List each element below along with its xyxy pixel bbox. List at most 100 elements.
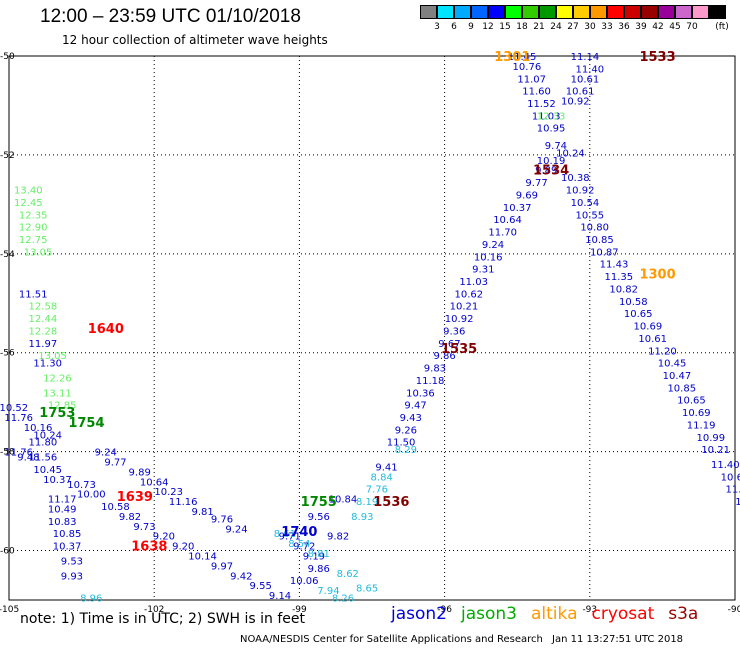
- wave-height-value: 8.61: [274, 529, 296, 540]
- lat-tick-label: -50: [0, 52, 15, 62]
- wave-height-value: 11.30: [33, 359, 62, 370]
- legend-swatch: [573, 5, 590, 19]
- legend-swatch: [437, 5, 454, 19]
- wave-height-value: 10.85: [585, 235, 614, 246]
- wave-height-value: 11.43: [600, 260, 629, 271]
- wave-height-value: 9.43: [400, 413, 422, 424]
- lon-tick-label: -93: [582, 605, 597, 615]
- wave-height-value: 9.86: [308, 564, 330, 575]
- wave-height-value: 13.40: [14, 186, 43, 197]
- wave-height-value: 11.40: [711, 460, 740, 471]
- wave-height-value: 10.95: [537, 124, 566, 135]
- legend-tick-label: 6: [451, 22, 457, 32]
- wave-height-value: 9.71: [279, 532, 301, 543]
- wave-height-value: 11.03: [459, 277, 488, 288]
- wave-height-value: 10.19: [537, 156, 566, 167]
- pass-time-label: 1536: [373, 495, 409, 510]
- wave-height-value: 9.67: [438, 339, 460, 350]
- wave-height-value: 9.89: [535, 166, 557, 177]
- wave-height-value: 10.38: [561, 173, 590, 184]
- legend-swatch: [556, 5, 573, 19]
- wave-height-value: 10.24: [33, 430, 62, 441]
- pass-time-label: 1753: [39, 406, 75, 421]
- wave-height-value: 12.90: [19, 223, 48, 234]
- wave-height-value: 10.69: [682, 408, 711, 419]
- legend-tick-label: 30: [584, 22, 596, 32]
- wave-height-value: 10.37: [43, 475, 72, 486]
- wave-height-value: 9.42: [230, 571, 252, 582]
- wave-height-value: 8.26: [332, 594, 354, 605]
- wave-height-value: 9.73: [133, 522, 155, 533]
- wave-height-value: 11.52: [527, 99, 556, 110]
- wave-height-value: 10.85: [667, 383, 696, 394]
- satellite-legend: jason2 jason3 altika cryosat s3a: [391, 604, 712, 624]
- legend-tick-label: 15: [499, 22, 511, 32]
- wave-height-value: 13.05: [24, 247, 53, 258]
- wave-height-value: 11.20: [648, 346, 677, 357]
- wave-height-value: 9.20: [153, 532, 175, 543]
- legend-swatch: [692, 5, 709, 19]
- wave-height-value: 9.81: [191, 507, 213, 518]
- wave-height-value: 9.24: [482, 240, 504, 251]
- wave-height-value: 9.55: [250, 581, 272, 592]
- wave-height-value: 8.93: [351, 512, 373, 523]
- wave-height-value: 10.87: [590, 247, 619, 258]
- wave-height-value: 10.00: [77, 490, 106, 501]
- wave-height-value: 9.97: [211, 561, 233, 572]
- lat-tick-label: -54: [0, 250, 15, 260]
- wave-height-value: 9.24: [225, 524, 247, 535]
- wave-height-value: 9.53: [61, 556, 83, 567]
- legend-tick-label: 33: [601, 22, 613, 32]
- wave-height-value: 11.97: [29, 339, 58, 350]
- wave-height-value: 12.44: [29, 314, 58, 325]
- legend-tick-label: 27: [567, 22, 579, 32]
- pass-time-label: 1534: [533, 164, 569, 179]
- wave-height-value: 11.19: [687, 420, 716, 431]
- legend-tick-label: 36: [618, 22, 630, 32]
- pass-time-label: 1535: [441, 342, 477, 357]
- satellite-label-altika: altika: [531, 604, 578, 624]
- wave-height-value: 10.54: [571, 198, 600, 209]
- wave-height-value: 10.61: [566, 87, 595, 98]
- legend-tick-label: 18: [516, 22, 528, 32]
- wave-height-value: 10.16: [24, 423, 53, 434]
- wave-height-value: 11.07: [517, 74, 546, 85]
- pass-time-label: 1300: [639, 268, 675, 283]
- pass-time-label: 1754: [68, 416, 104, 431]
- wave-height-value: 8.62: [337, 569, 359, 580]
- wave-height-value: 10.49: [48, 505, 77, 516]
- legend-swatch: [607, 5, 624, 19]
- wave-height-value: 11.16: [169, 497, 198, 508]
- wave-height-value: 12.33: [537, 111, 566, 122]
- legend-swatch: [590, 5, 607, 19]
- wave-height-value: 10.65: [677, 396, 706, 407]
- wave-height-value: 8.84: [371, 472, 393, 483]
- wave-height-value: 9.93: [61, 571, 83, 582]
- legend-swatch: [471, 5, 488, 19]
- wave-height-value: 10.58: [619, 297, 648, 308]
- lat-tick-label: -56: [0, 349, 15, 359]
- wave-height-value: 9.77: [104, 458, 126, 469]
- lon-tick-label: -96: [437, 605, 452, 615]
- wave-height-value: 11.76: [4, 448, 33, 459]
- wave-height-value: 13.05: [38, 351, 67, 362]
- wave-height-value: 9.83: [424, 364, 446, 375]
- legend-tick-label: 70: [686, 22, 698, 32]
- wave-height-value: 11.40: [575, 64, 604, 75]
- wave-height-value: 10.64: [140, 477, 169, 488]
- footnote: note: 1) Time is in UTC; 2) SWH is in fe…: [20, 611, 306, 627]
- wave-height-value: 8.29: [395, 445, 417, 456]
- wave-height-value: 9.89: [129, 467, 151, 478]
- wave-height-value: 9.26: [395, 425, 417, 436]
- wave-height-value: 9.69: [516, 190, 538, 201]
- lat-tick-label: -58: [0, 448, 15, 458]
- satellite-label-s3a: s3a: [668, 604, 699, 624]
- wave-height-value: 10.61: [638, 334, 667, 345]
- legend-tick-label: 45: [669, 22, 681, 32]
- legend-swatch: [505, 5, 522, 19]
- pass-time-label: 1640: [88, 322, 124, 337]
- wave-height-value: 10.69: [721, 472, 740, 483]
- wave-height-value: 11.56: [29, 453, 58, 464]
- wave-height-value: 11.45: [508, 52, 537, 63]
